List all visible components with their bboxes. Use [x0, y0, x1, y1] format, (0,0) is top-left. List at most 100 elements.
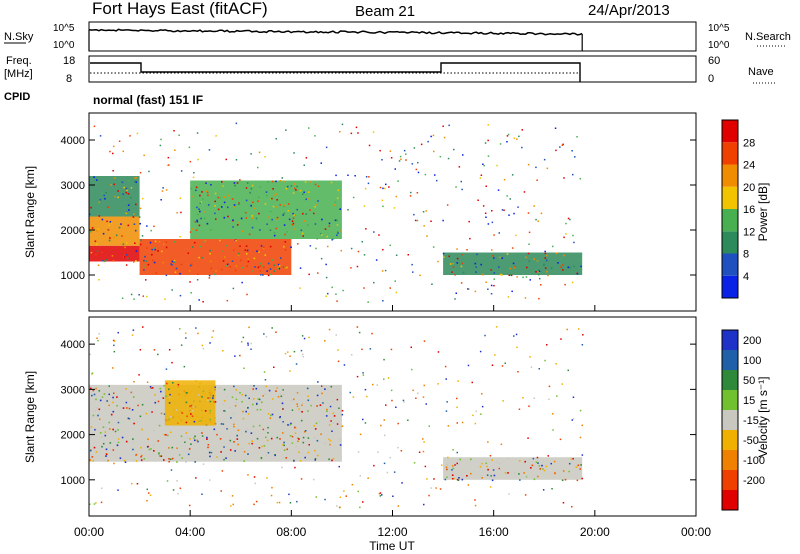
power-echo-point — [164, 298, 166, 300]
power-speckle — [196, 206, 198, 209]
power-colorbar-swatch — [722, 209, 738, 232]
velocity-echo-point — [170, 387, 172, 389]
velocity-speckle — [458, 477, 460, 479]
power-speckle — [320, 234, 323, 236]
velocity-echo-point — [108, 385, 110, 387]
power-speckle — [101, 218, 104, 221]
velocity-echo-point — [291, 442, 294, 444]
power-speckle — [283, 224, 286, 226]
power-echo-point — [466, 249, 468, 251]
power-echo-point — [378, 234, 380, 236]
velocity-echo-point — [212, 330, 215, 332]
velocity-echo-point — [289, 355, 291, 357]
power-speckle — [231, 198, 234, 200]
power-echo-point — [552, 245, 554, 248]
velocity-speckle — [222, 403, 224, 405]
power-speckle — [90, 206, 92, 209]
velocity-echo-point — [322, 402, 324, 404]
nsky-line — [88, 28, 583, 36]
power-echo-point — [567, 217, 570, 220]
power-speckle — [100, 192, 103, 194]
power-speckle — [144, 255, 146, 258]
power-echo-point — [130, 187, 133, 189]
power-echo-point — [493, 234, 495, 236]
power-speckle — [146, 247, 148, 249]
power-echo-point — [427, 140, 429, 143]
velocity-echo-point — [490, 475, 492, 477]
power-speckle — [259, 265, 262, 267]
power-colorbar-tick: 4 — [743, 271, 749, 283]
velocity-speckle — [214, 386, 216, 388]
velocity-speckle — [89, 459, 92, 461]
power-colorbar-swatch — [722, 231, 738, 254]
power-echo-point — [325, 263, 327, 266]
velocity-speckle — [264, 393, 266, 395]
velocity-echo-point — [359, 433, 362, 436]
velocity-echo-point — [387, 377, 390, 379]
velocity-echo-point — [117, 489, 119, 491]
velocity-speckle — [204, 393, 206, 396]
velocity-echo-point — [275, 331, 277, 333]
velocity-echo-point — [262, 428, 265, 431]
power-speckle — [190, 187, 192, 190]
velocity-colorbar-tick: 50 — [743, 375, 755, 387]
velocity-speckle — [112, 396, 114, 399]
power-speckle — [262, 265, 264, 267]
velocity-speckle — [499, 462, 502, 465]
power-speckle — [127, 204, 130, 206]
velocity-echo-point — [170, 431, 172, 434]
velocity-echo-point — [411, 368, 413, 371]
velocity-speckle — [326, 408, 328, 411]
power-echo-point — [487, 139, 489, 142]
velocity-echo-point — [259, 408, 262, 411]
power-speckle — [121, 235, 123, 237]
power-echo-point — [487, 223, 490, 225]
velocity-echo-point — [548, 398, 550, 400]
velocity-speckle — [112, 401, 114, 404]
power-region-3 — [139, 239, 292, 275]
power-echo-point — [143, 266, 145, 268]
power-echo-point — [179, 236, 181, 238]
power-echo-point — [490, 293, 493, 295]
power-speckle — [139, 222, 141, 225]
power-speckle — [265, 191, 268, 193]
power-echo-point — [528, 231, 531, 234]
power-speckle — [153, 247, 155, 249]
velocity-speckle — [236, 434, 238, 437]
velocity-speckle — [180, 435, 183, 438]
velocity-echo-point — [530, 366, 533, 368]
power-speckle — [290, 246, 292, 248]
power-speckle — [121, 181, 124, 184]
power-speckle — [563, 254, 565, 257]
velocity-speckle — [487, 468, 489, 471]
power-speckle — [271, 259, 274, 261]
power-speckle — [305, 213, 308, 215]
velocity-speckle — [158, 424, 161, 427]
power-speckle — [207, 194, 209, 197]
velocity-speckle — [207, 399, 209, 402]
velocity-echo-point — [428, 425, 430, 427]
velocity-speckle — [169, 415, 172, 418]
power-speckle — [97, 202, 99, 205]
power-speckle — [276, 206, 278, 208]
velocity-echo-point — [195, 477, 197, 479]
power-speckle — [204, 217, 206, 220]
velocity-speckle — [124, 461, 127, 463]
velocity-speckle — [197, 394, 200, 396]
power-speckle — [268, 216, 270, 218]
power-echo-point — [292, 212, 294, 215]
velocity-speckle — [185, 391, 188, 394]
velocity-speckle — [301, 402, 304, 405]
velocity-speckle — [332, 422, 335, 424]
velocity-speckle — [193, 420, 196, 423]
velocity-echo-point — [318, 420, 320, 423]
velocity-echo-point — [372, 383, 374, 386]
velocity-echo-point — [481, 462, 483, 465]
power-speckle — [528, 260, 530, 262]
power-speckle — [513, 266, 516, 269]
power-echo-point — [93, 125, 96, 128]
velocity-echo-point — [456, 422, 458, 424]
power-speckle — [544, 267, 547, 269]
velocity-echo-point — [106, 453, 108, 456]
